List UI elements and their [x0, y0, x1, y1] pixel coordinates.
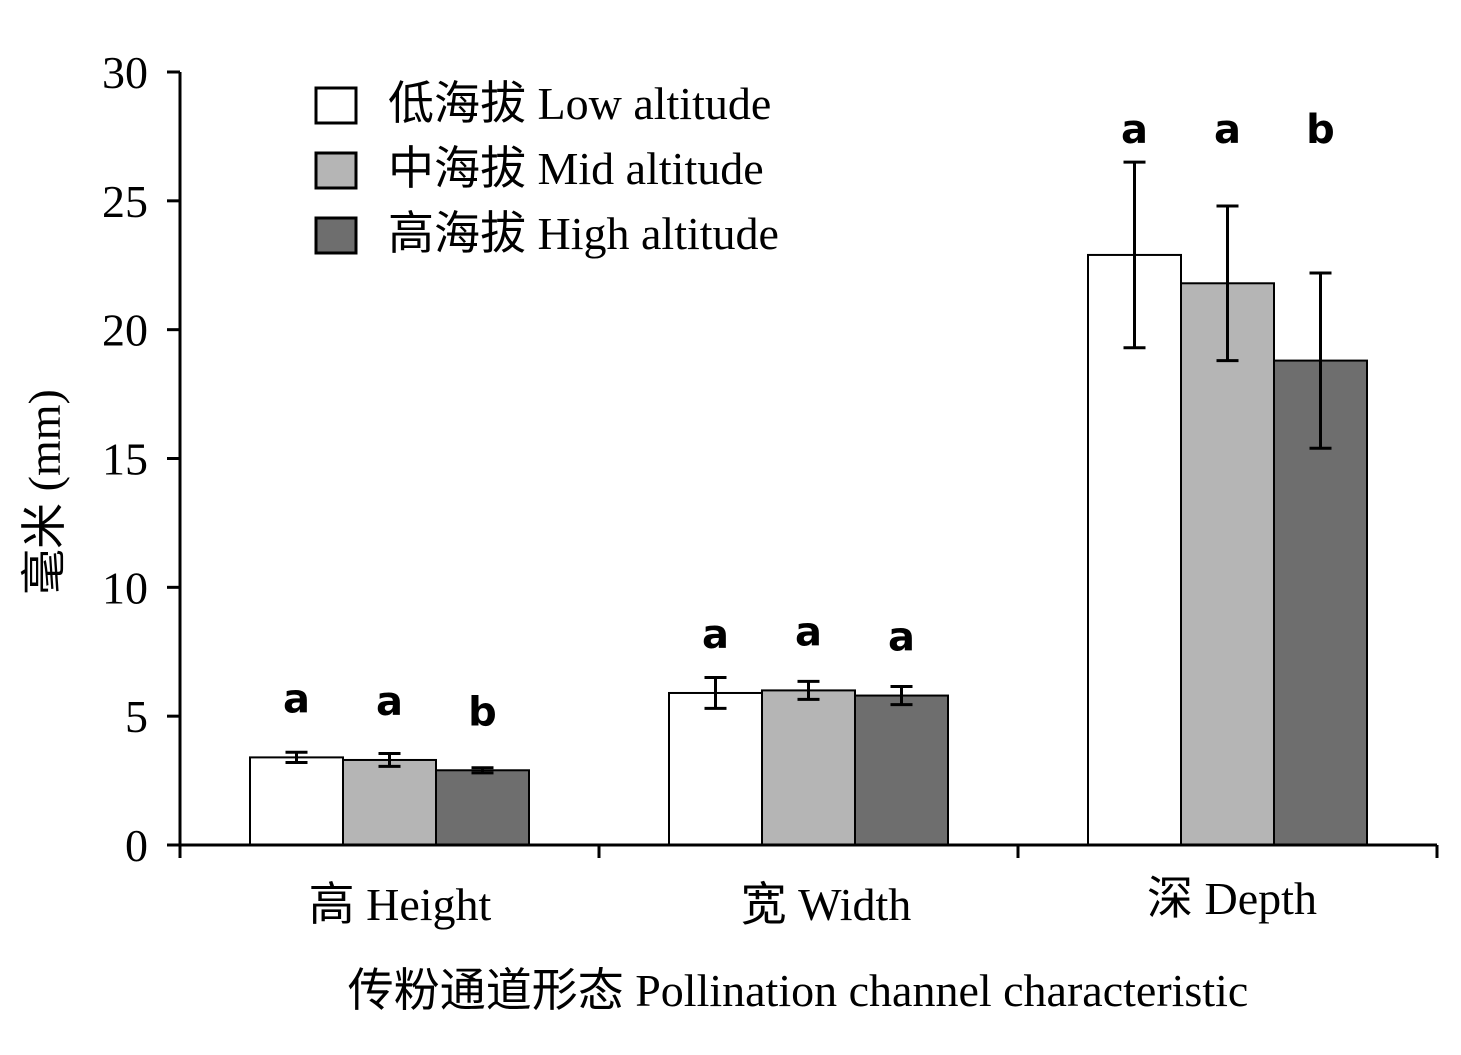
x-category-label: 深 Depth: [1147, 873, 1317, 924]
significance-label: b: [468, 689, 497, 735]
x-category-label: 高 Height: [309, 879, 492, 930]
significance-label: a: [888, 615, 915, 661]
legend-swatch: [314, 86, 358, 125]
significance-label: a: [1214, 107, 1241, 153]
legend-swatch: [314, 151, 358, 190]
significance-label: a: [283, 676, 310, 722]
bars-layer: a a a a a a b a b: [249, 107, 1368, 847]
x-category-label: 宽 Width: [741, 879, 912, 930]
significance-label: a: [702, 612, 729, 658]
y-axis-title: 毫米 (mm): [19, 389, 70, 595]
y-tick-label: 15: [102, 434, 148, 485]
y-tick-label: 20: [102, 305, 148, 356]
bar: [249, 756, 344, 846]
axes-layer: 0 5 10 15 20 25 30 高 Height 宽 Width 深 Depth: [102, 47, 1439, 930]
bar: [668, 691, 763, 847]
x-axis-title: 传粉通道形态 Pollination channel characteristi…: [348, 965, 1249, 1016]
bar: [342, 758, 437, 846]
legend-label: 高海拔 High altitude: [388, 208, 779, 259]
legend-label: 低海拔 Low altitude: [388, 78, 771, 129]
significance-label: a: [795, 609, 822, 655]
bar: [761, 689, 856, 847]
bar: [435, 769, 530, 847]
y-tick-label: 5: [125, 691, 148, 742]
legend-label: 中海拔 Mid altitude: [388, 143, 764, 194]
y-tick-label: 10: [102, 562, 148, 613]
bar: [1180, 282, 1275, 846]
y-tick-label: 25: [102, 176, 148, 227]
significance-label: b: [1306, 107, 1335, 153]
legend-swatch: [314, 216, 358, 255]
significance-label: a: [1121, 107, 1148, 153]
significance-label: a: [376, 679, 403, 725]
y-tick-label: 30: [102, 47, 148, 98]
legend: 低海拔 Low altitude 中海拔 Mid altitude 高海拔 High…: [314, 78, 779, 259]
bar: [854, 694, 949, 847]
y-tick-label: 0: [125, 820, 148, 871]
